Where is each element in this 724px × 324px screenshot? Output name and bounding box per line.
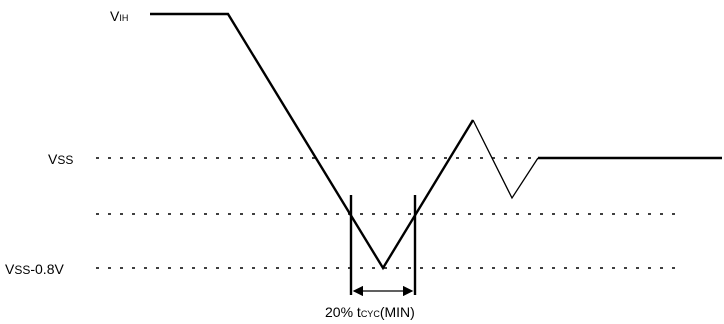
signal-ringing [472, 119, 539, 200]
vss-label: VSS [48, 151, 73, 167]
signal-waveform [150, 12, 475, 271]
timing-label: 20% tCYC(MIN) [325, 304, 415, 320]
vss-minus-label: VSS-0.8V [5, 261, 64, 277]
vih-label: VIH [110, 8, 128, 24]
